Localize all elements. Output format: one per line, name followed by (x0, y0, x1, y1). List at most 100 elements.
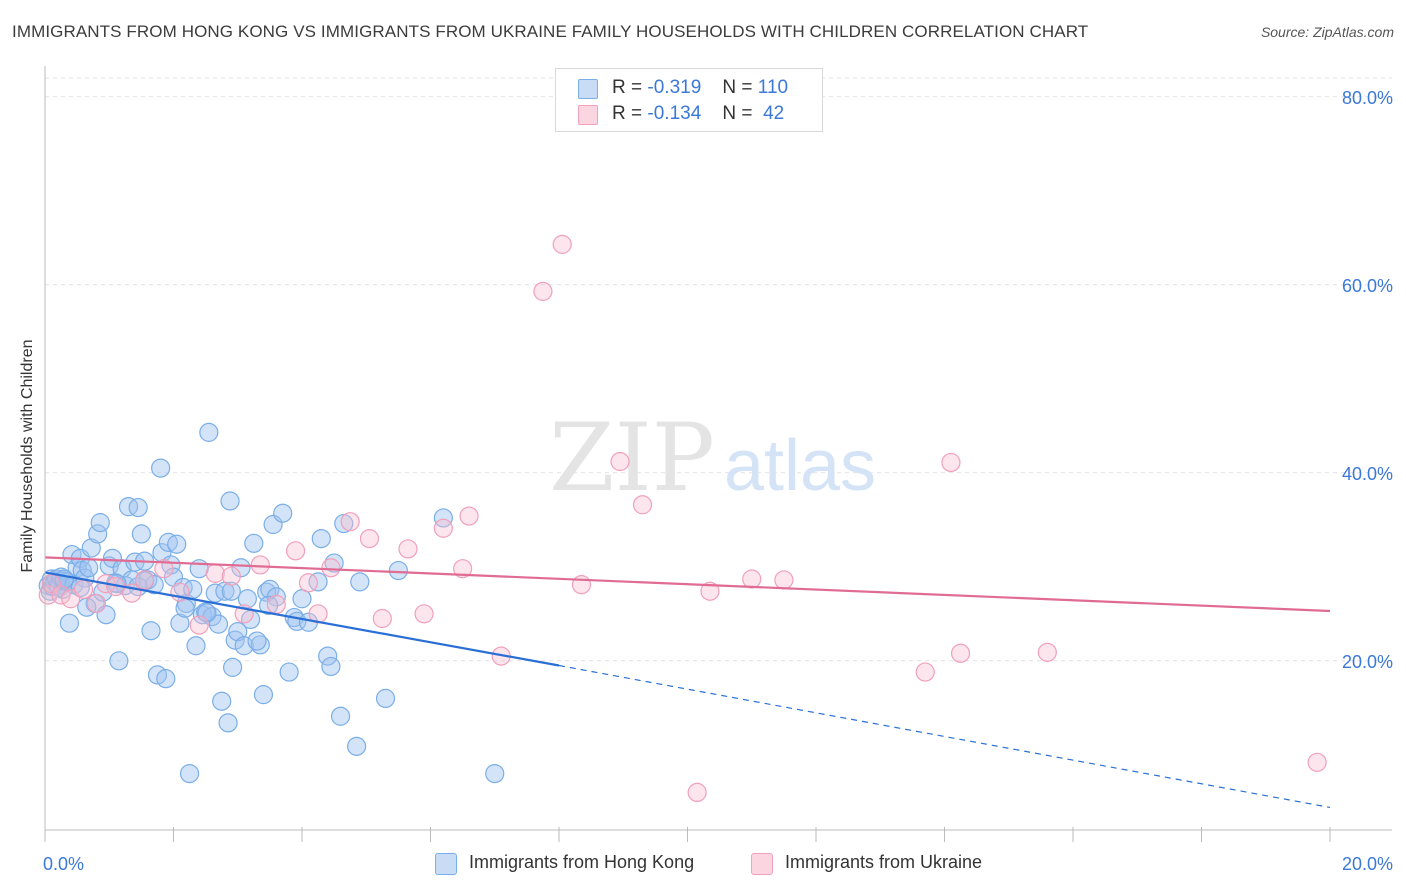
ukraine-point (700, 581, 720, 601)
hong-kong-point (218, 713, 238, 733)
ukraine-point (453, 559, 473, 579)
hong-kong-point (433, 508, 453, 528)
hong-kong-point (221, 581, 241, 601)
y-tick-label: 80.0% (1342, 88, 1393, 108)
ukraine-point (742, 569, 762, 589)
hong-kong-point (186, 636, 206, 656)
hong-kong-point (88, 524, 108, 544)
ukraine-point (687, 782, 707, 803)
x-tick-label: 20.0% (1342, 854, 1393, 874)
hong-kong-point (179, 763, 200, 784)
ukraine-point (359, 528, 380, 549)
r-label: R = (612, 103, 643, 124)
hong-kong-point (375, 688, 396, 709)
hong-kong-point (347, 736, 367, 756)
n-label: N = (722, 77, 753, 98)
hong-kong-point (228, 622, 248, 642)
hong-kong-point (258, 595, 279, 615)
trend-layer (44, 556, 1331, 809)
hong-kong-point (234, 636, 254, 656)
hong-kong-point (144, 575, 164, 595)
hong-kong-point (250, 635, 270, 655)
points-layer (38, 234, 1327, 803)
hong-kong-swatch-icon (578, 79, 598, 99)
r-label: R = (612, 77, 643, 98)
chart-title: IMMIGRANTS FROM HONG KONG VS IMMIGRANTS … (12, 22, 1089, 41)
hong-kong-point (244, 533, 264, 553)
hong-kong-point (151, 458, 171, 478)
hong-kong-point (156, 669, 176, 689)
hong-kong-point (81, 538, 101, 558)
hong-kong-point (321, 656, 341, 677)
legend-label-hong-kong: Immigrants from Hong Kong (469, 852, 695, 872)
ukraine-point (1307, 752, 1327, 772)
hong-kong-point (90, 513, 110, 533)
ukraine-point (459, 506, 479, 526)
ukraine-point (774, 570, 794, 590)
ukraine-point (250, 555, 270, 575)
hong-kong-point (205, 583, 225, 603)
hong-kong-point (170, 613, 190, 633)
hong-kong-point (308, 572, 328, 592)
ukraine-point (61, 589, 81, 609)
hong-kong-legend-icon (435, 853, 457, 875)
hong-kong-point (318, 646, 338, 666)
hong-kong-point (189, 559, 209, 579)
ukraine-point (205, 563, 225, 583)
ukraine-point (73, 579, 94, 599)
ukraine-point (398, 539, 418, 559)
n-value-hong-kong: 110 (757, 77, 789, 98)
ukraine-point (950, 643, 971, 663)
hong-kong-point (199, 422, 219, 442)
hong-kong-point (330, 706, 351, 726)
r-value-ukraine: -0.134 (647, 103, 702, 124)
y-tick-label: 60.0% (1342, 276, 1393, 296)
ukraine-point (321, 558, 341, 578)
ukraine-point (571, 575, 592, 595)
ukraine-point (1037, 642, 1057, 662)
ukraine-point (915, 662, 935, 682)
hong-kong-point (237, 589, 257, 609)
hong-kong-point (59, 613, 80, 633)
zipatlas-watermark: ZIP atlas (549, 404, 876, 513)
hong-kong-point (79, 558, 99, 578)
hong-kong-point (279, 662, 299, 682)
hong-kong-point (128, 497, 148, 518)
hong-kong-point (141, 621, 161, 641)
ukraine-point (433, 518, 453, 538)
hong-kong-point (311, 528, 331, 549)
ukraine-point (189, 615, 209, 635)
ukraine-trendline (44, 556, 1331, 613)
stats-box: R = -0.319 N = 110 R = -0.134 N = 42 (555, 68, 823, 132)
hong-kong-point (292, 589, 312, 609)
hong-kong-trendline (44, 571, 560, 667)
hong-kong-point (247, 631, 267, 651)
ukraine-legend-icon (751, 853, 773, 875)
ukraine-point (552, 234, 572, 254)
hong-kong-point (102, 548, 123, 568)
hong-kong-point (485, 763, 505, 784)
hong-kong-point (197, 603, 217, 623)
r-value-hong-kong: -0.319 (647, 77, 702, 98)
n-label: N = (722, 103, 753, 124)
y-axis-label: Family Households with Children (19, 339, 36, 573)
watermark-zip: ZIP (549, 404, 715, 513)
legend-label-ukraine: Immigrants from Ukraine (785, 852, 983, 872)
n-value-ukraine: 42 (763, 103, 785, 124)
x-tick-label: 0.0% (43, 854, 84, 874)
ukraine-point (134, 570, 155, 590)
ukraine-point (414, 604, 434, 624)
ukraine-point (285, 541, 306, 561)
y-tick-label: 20.0% (1342, 652, 1393, 672)
hong-kong-point (109, 651, 129, 671)
axis-layer: 20.0% 40.0% 60.0% 80.0% 0.0% 20.0% (43, 66, 1393, 874)
ukraine-point (266, 594, 286, 615)
source-attribution: Source: ZipAtlas.com (1260, 24, 1394, 40)
hong-kong-point (167, 534, 187, 554)
hong-kong-point (388, 560, 408, 581)
hong-kong-point (175, 598, 195, 618)
watermark-atlas: atlas (724, 426, 876, 506)
ukraine-point (941, 452, 961, 473)
y-tick-label: 40.0% (1342, 464, 1393, 484)
